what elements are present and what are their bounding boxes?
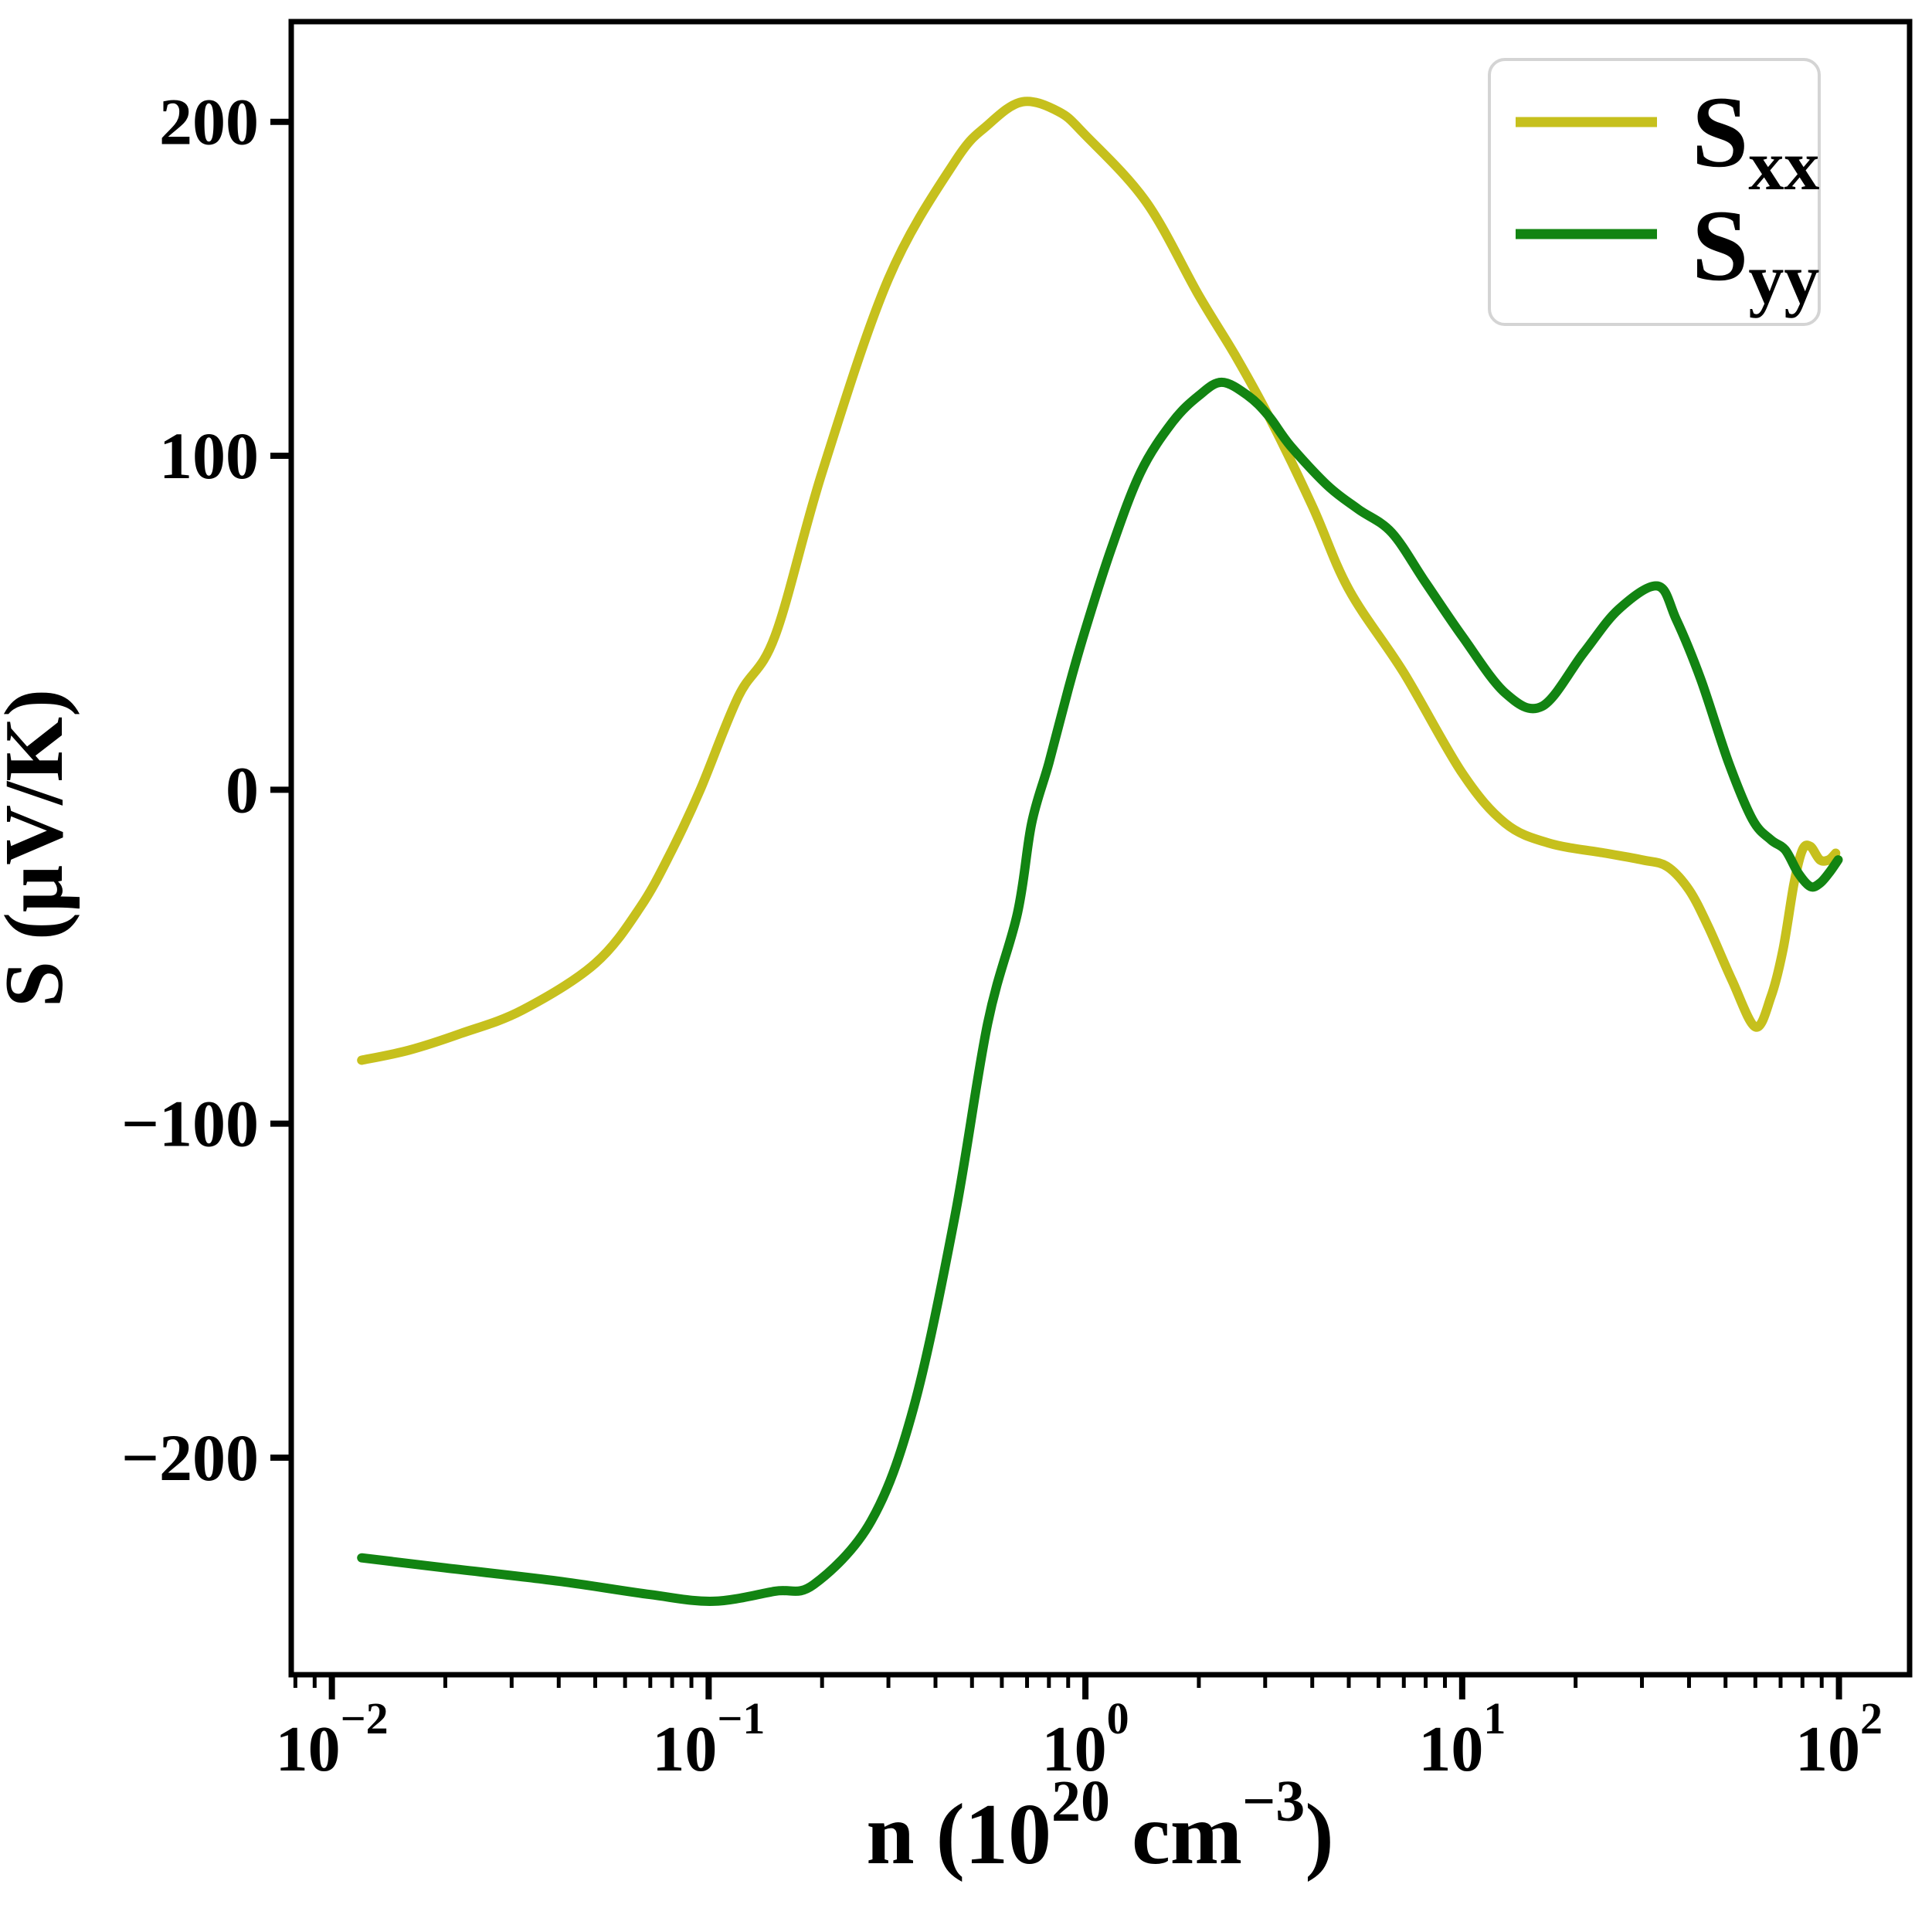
x-tick-label: 10−2 xyxy=(276,1693,389,1785)
y-tick-label: 200 xyxy=(159,85,259,159)
legend-label-syy: Syy xyxy=(1692,188,1819,318)
x-tick-label: 101 xyxy=(1418,1693,1506,1785)
x-tick-label: 102 xyxy=(1795,1693,1883,1785)
x-tick-label: 10−1 xyxy=(652,1693,765,1785)
y-axis-label: S (μV/K) xyxy=(0,689,80,1007)
plot-frame xyxy=(288,19,1913,1678)
x-axis-label: n (1020 cm−3) xyxy=(866,1769,1333,1883)
y-tick-label: −100 xyxy=(121,1087,259,1161)
x-axis-ticks: 10−2 10−1 100 101 102 xyxy=(276,1675,1883,1785)
y-tick-label: −200 xyxy=(121,1421,259,1495)
y-tick-label: 0 xyxy=(226,752,259,827)
y-tick-label: 100 xyxy=(159,419,259,493)
legend-label-sxx: Sxx xyxy=(1692,75,1819,205)
series-sxx-line xyxy=(357,97,1841,1065)
x-tick-label: 100 xyxy=(1042,1693,1129,1785)
series-syy-line xyxy=(357,377,1843,1606)
plot-series xyxy=(357,97,1843,1606)
y-axis-ticks: 200 100 0 −100 −200 xyxy=(121,85,291,1495)
